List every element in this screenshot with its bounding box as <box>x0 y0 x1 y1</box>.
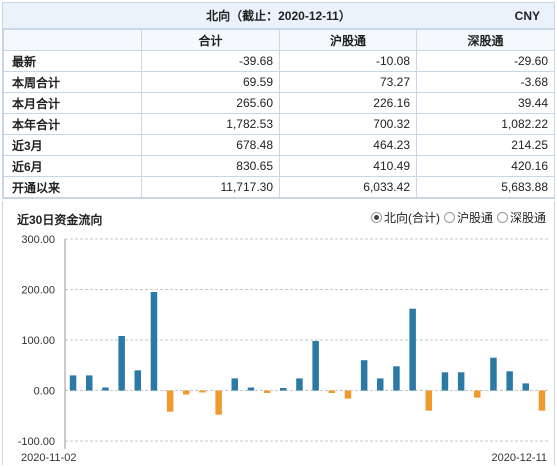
bar[interactable] <box>247 387 255 391</box>
table-cell: -29.60 <box>416 50 555 72</box>
legend-option-northbound-total[interactable]: 北向(合计) <box>370 209 440 226</box>
bar[interactable] <box>441 372 449 391</box>
bar[interactable] <box>183 390 190 395</box>
bar[interactable] <box>102 387 109 391</box>
row-label: 开通以来 <box>3 176 142 198</box>
bar[interactable] <box>150 292 158 391</box>
bar[interactable] <box>69 375 77 391</box>
bar[interactable] <box>134 370 142 391</box>
table-cell: 5,683.88 <box>416 176 555 198</box>
table-cell: -3.68 <box>416 71 555 93</box>
bar[interactable] <box>231 378 239 391</box>
y-tick-label: 300.00 <box>21 234 55 246</box>
y-tick-label: 200.00 <box>21 285 55 297</box>
table-row: 本月合计 265.60 226.16 39.44 <box>3 92 555 114</box>
bar[interactable] <box>538 390 546 411</box>
legend-label: 沪股通 <box>456 211 493 225</box>
table-cell: 214.25 <box>416 134 555 156</box>
northbound-table-panel: 北向（截止：2020-12-11） CNY 合计 沪股通 深股通 最新 -39.… <box>2 2 555 199</box>
row-label: 本周合计 <box>3 71 142 93</box>
table-cell: 678.48 <box>141 134 280 156</box>
y-tick-label: -100.00 <box>18 436 55 448</box>
bar[interactable] <box>474 390 481 398</box>
bar[interactable] <box>506 371 513 391</box>
legend-label: 深股通 <box>509 211 546 225</box>
table-row: 近3月 678.48 464.23 214.25 <box>3 134 555 156</box>
row-label: 近6月 <box>3 155 142 177</box>
column-header <box>3 29 142 51</box>
column-header: 沪股通 <box>279 29 417 51</box>
row-label: 最新 <box>3 50 142 72</box>
table-cell: 6,033.42 <box>279 176 417 198</box>
series-selector: 北向(合计) 沪股通 深股通 <box>370 209 546 226</box>
table-cell: 700.32 <box>279 113 417 135</box>
bar[interactable] <box>377 378 384 391</box>
bar[interactable] <box>425 390 433 411</box>
radio-icon[interactable] <box>496 212 508 223</box>
bar[interactable] <box>296 378 303 391</box>
table-cell: 830.65 <box>141 155 280 177</box>
row-label: 本月合计 <box>3 92 142 114</box>
fund-flow-chart-panel: 近30日资金流向 北向(合计) 沪股通 深股通 300.00 200.00 100.… <box>2 201 555 465</box>
column-header: 合计 <box>141 29 280 51</box>
bar[interactable] <box>344 390 352 399</box>
bar[interactable] <box>312 341 319 391</box>
y-tick-label: 100.00 <box>21 335 55 347</box>
table-row: 最新 -39.68 -10.08 -29.60 <box>3 50 555 72</box>
table-cell: -10.08 <box>279 50 417 72</box>
bar[interactable] <box>360 360 368 391</box>
bar-chart: 300.00 200.00 100.00 0.00 -100.00 2020-11-02 2… <box>18 234 550 464</box>
x-tick-label: 2020-12-11 <box>492 452 547 464</box>
bar[interactable] <box>280 388 287 391</box>
column-header: 深股通 <box>416 29 555 51</box>
legend-option-shenzhen-connect[interactable]: 深股通 <box>496 209 546 226</box>
table-cell: 73.27 <box>279 71 417 93</box>
bar[interactable] <box>522 383 530 391</box>
radio-selected-icon[interactable] <box>370 212 382 223</box>
table-row: 开通以来 11,717.30 6,033.42 5,683.88 <box>3 176 555 198</box>
bar[interactable] <box>199 390 206 393</box>
table-header: 北向（截止：2020-12-11） CNY <box>3 3 554 29</box>
y-tick-label: 0.00 <box>34 386 55 398</box>
legend-option-shanghai-connect[interactable]: 沪股通 <box>443 209 493 226</box>
chart-title: 近30日资金流向 <box>17 213 103 227</box>
bar[interactable] <box>490 357 497 391</box>
row-label: 本年合计 <box>3 113 142 135</box>
currency-unit: CNY <box>514 9 540 23</box>
x-tick-label: 2020-11-02 <box>21 452 76 464</box>
legend-label: 北向(合计) <box>383 211 440 225</box>
summary-table: 合计 沪股通 深股通 最新 -39.68 -10.08 -29.60 本周合计 … <box>3 29 555 198</box>
table-row: 本年合计 1,782.53 700.32 1,082.22 <box>3 113 555 135</box>
table-row: 近6月 830.65 410.49 420.16 <box>3 155 555 177</box>
table-cell: 420.16 <box>416 155 555 177</box>
row-label: 近3月 <box>3 134 142 156</box>
bar[interactable] <box>457 372 465 391</box>
bar[interactable] <box>118 336 125 391</box>
radio-icon[interactable] <box>443 212 455 223</box>
table-cell: 39.44 <box>416 92 555 114</box>
table-cell: 11,717.30 <box>141 176 280 198</box>
table-cell: 1,082.22 <box>416 113 555 135</box>
table-cell: 265.60 <box>141 92 280 114</box>
bar[interactable] <box>166 390 174 412</box>
table-cell: 1,782.53 <box>141 113 280 135</box>
table-cell: 69.59 <box>141 71 280 93</box>
table-cell: 410.49 <box>279 155 417 177</box>
bar[interactable] <box>263 390 271 394</box>
bar[interactable] <box>215 390 222 415</box>
bar[interactable] <box>86 375 93 391</box>
bar[interactable] <box>409 308 416 391</box>
table-header-row: 合计 沪股通 深股通 <box>3 29 555 51</box>
table-cell: 464.23 <box>279 134 417 156</box>
table-cell: -39.68 <box>141 50 280 72</box>
table-row: 本周合计 69.59 73.27 -3.68 <box>3 71 555 93</box>
bar[interactable] <box>328 390 336 394</box>
table-title: 北向（截止：2020-12-11） <box>206 9 351 23</box>
bar[interactable] <box>393 366 400 391</box>
table-cell: 226.16 <box>279 92 417 114</box>
